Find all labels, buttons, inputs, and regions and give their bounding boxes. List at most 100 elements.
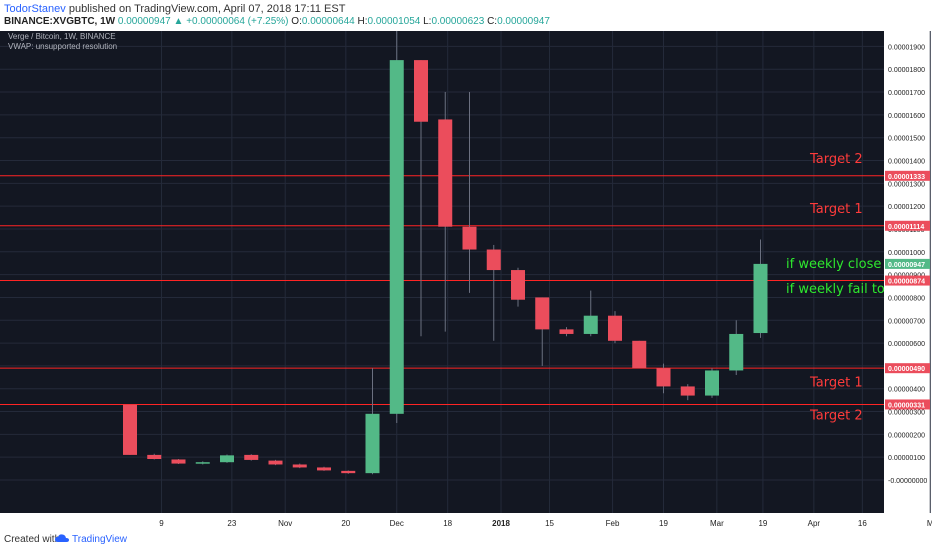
y-tick-label: 0.00001600 [888,113,925,120]
candle-up[interactable] [389,60,404,414]
candle-up[interactable] [583,315,598,334]
x-tick-label: 16 [858,519,867,528]
candle-down[interactable] [559,329,574,334]
created-with-text: Created with [4,534,61,545]
x-tick-label: 19 [758,519,767,528]
level-price-badge: 0.00000490 [888,366,925,373]
y-tick-label: 0.00001200 [888,204,925,211]
time-axis-panel [0,513,932,530]
cloud-icon [55,534,69,542]
level-price-badge: 0.00000874 [888,279,925,286]
x-tick-label: 20 [341,519,350,528]
x-tick-label: 19 [659,519,668,528]
publish-line: TodorStanev published on TradingView.com… [4,3,345,15]
level-price-badge-bg [885,275,930,286]
candle-down[interactable] [486,249,501,271]
candle-down[interactable] [656,368,671,387]
high-label: H: [357,16,368,27]
tradingview-logo[interactable]: TradingView [55,534,127,545]
candle-up[interactable] [365,413,380,474]
y-tick-label: 0.00001300 [888,181,925,188]
level-price-badge-bg [885,363,930,374]
candle-down[interactable] [244,454,259,460]
annotation-text: if weekly fail to [786,282,885,297]
x-tick-label: Apr [808,519,821,528]
y-tick-label: 0.00001000 [888,250,925,257]
candle-up[interactable] [705,370,719,396]
candle-down[interactable] [511,270,525,300]
y-tick-label: 0.00001700 [888,90,925,97]
candle-down[interactable] [414,60,428,122]
x-tick-label: 23 [227,519,236,528]
candle-down[interactable] [147,454,162,460]
low-value: 0.00000623 [431,16,485,27]
x-tick-label: 18 [443,519,452,528]
candle-down[interactable] [317,467,331,471]
level-price-badge-bg [885,170,930,181]
x-tick-label: Feb [606,519,620,528]
y-tick-label: 0.00000300 [888,410,925,417]
close-label: C: [487,16,498,27]
y-tick-label: 0.00000400 [888,387,925,394]
candle-down[interactable] [292,464,307,468]
level-price-badge-bg [885,220,930,231]
candle-down[interactable] [438,119,453,227]
y-tick-label: 0.00000200 [888,432,925,439]
symbol-label: BINANCE:XVGBTC, 1W [4,16,116,27]
y-tick-label: 0.00000100 [888,455,925,462]
candle-up[interactable] [729,333,744,371]
price-change: ▲ +0.00000064 (+7.25%) [173,16,289,27]
author-link[interactable]: TodorStanev [4,3,66,15]
level-price-badge: 0.00001114 [888,224,924,231]
x-tick-label: 2018 [492,519,510,528]
y-tick-label: 0.00001500 [888,136,925,143]
candle-down[interactable] [341,470,356,474]
legend-indicator: VWAP: unsupported resolution [8,42,117,51]
x-tick-label: Mar [710,519,724,528]
x-tick-label: 15 [545,519,554,528]
candle-down[interactable] [268,460,283,465]
last-price: 0.00000947 [117,16,171,27]
candle-down[interactable] [535,297,550,330]
candle-up[interactable] [220,455,234,463]
x-tick-label: Nov [278,519,292,528]
tradingview-brand: TradingView [72,534,128,545]
level-price-badge: 0.00000331 [888,402,925,409]
level-price-badge-bg [885,399,930,410]
x-tick-label: 9 [159,519,164,528]
y-tick-label: 0.00000600 [888,341,925,348]
high-value: 0.00001054 [367,16,421,27]
x-tick-label: Dec [390,519,404,528]
candle-down[interactable] [632,340,647,369]
open-label: O: [291,16,302,27]
level-price-badge: 0.00001333 [888,174,925,181]
candle-down[interactable] [680,386,695,396]
candle-down[interactable] [462,226,477,250]
published-text: published on TradingView.com, April 07, … [68,3,346,15]
annotation-text: Target 2 [809,409,863,424]
candle-down[interactable] [608,315,622,341]
footer: Created with TradingView [0,530,932,550]
close-value: 0.00000947 [497,16,550,27]
y-tick-label: 0.00000700 [888,318,925,325]
ohlc-line: BINANCE:XVGBTC, 1W 0.00000947 ▲ +0.00000… [4,16,550,27]
annotation-text: Target 1 [809,202,863,217]
x-tick-label: M [927,519,932,528]
y-tick-label: 0.00001900 [888,44,925,51]
y-tick-label: 0.00001800 [888,67,925,74]
y-tick-label: 0.00001400 [888,159,925,166]
open-value: 0.00000644 [301,16,355,27]
price-chart[interactable]: 0.00001900 0.00001800 0.00001700 0.00001600… [0,31,932,530]
publish-header: TodorStanev published on TradingView.com… [0,0,932,31]
last-price-badge-bg [885,258,930,269]
y-tick-label: -0.00000000 [888,478,927,485]
annotation-text: Target 1 [809,375,863,390]
low-label: L: [423,16,432,27]
candle-up[interactable] [753,263,768,334]
candle-down[interactable] [123,404,137,455]
candle-up[interactable] [195,462,210,464]
annotation-text: Target 2 [809,152,863,167]
candle-down[interactable] [171,459,186,464]
legend-title: Verge / Bitcoin, 1W, BINANCE [8,32,116,41]
last-price-badge: 0.00000947 [888,262,925,269]
